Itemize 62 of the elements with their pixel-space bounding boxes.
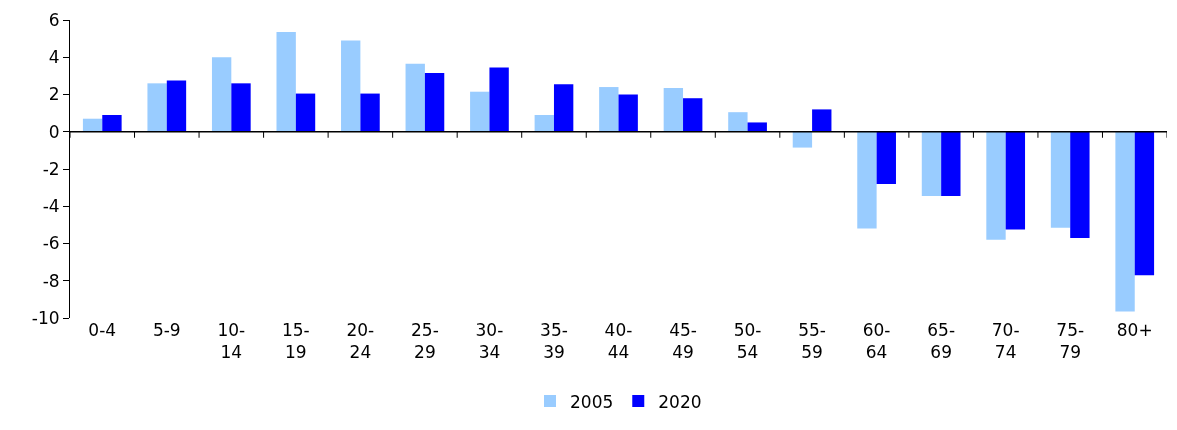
y-tick-label: 6 — [48, 9, 60, 30]
bar — [921, 131, 942, 197]
bar — [1070, 131, 1090, 238]
bar — [792, 131, 813, 148]
bar — [1134, 131, 1155, 276]
y-tick-label: 4 — [48, 47, 60, 68]
bar — [1005, 131, 1026, 230]
x-tick-label: 50-54 — [733, 320, 762, 363]
bar — [812, 109, 832, 132]
y-tick-label: -10 — [31, 307, 60, 328]
bar — [470, 91, 490, 132]
y-tick-label: -8 — [42, 270, 60, 291]
bar — [618, 94, 638, 132]
bar — [276, 32, 296, 132]
bar — [941, 131, 961, 197]
x-tick-label: 30-34 — [475, 320, 504, 363]
bar — [747, 122, 767, 132]
bar — [728, 112, 748, 132]
x-tick-label: 60-64 — [862, 320, 891, 363]
bar — [166, 80, 187, 132]
bar — [599, 87, 619, 132]
x-tick-label: 75-79 — [1056, 320, 1085, 363]
x-tick-label: 55-59 — [798, 320, 826, 363]
x-tick-label: 5-9 — [152, 320, 181, 340]
bar — [1115, 131, 1135, 312]
legend-label: 2005 — [570, 391, 614, 412]
x-tick-label: 0-4 — [88, 320, 117, 340]
bar — [341, 40, 361, 132]
y-tick-label: 0 — [48, 121, 60, 142]
bar — [360, 93, 380, 132]
x-tick-label: 10-14 — [217, 320, 246, 363]
x-tick-label: 80+ — [1116, 320, 1153, 340]
bar — [295, 93, 316, 132]
legend-label: 2020 — [658, 391, 702, 412]
x-tick-label: 15-19 — [281, 320, 310, 363]
bar — [147, 83, 167, 132]
x-tick-label: 45-49 — [669, 320, 697, 363]
x-tick-label: 35-39 — [540, 320, 568, 363]
x-tick-label: 65-69 — [927, 320, 956, 363]
bar — [211, 57, 232, 132]
bar — [986, 131, 1006, 240]
x-tick-label: 70-74 — [991, 320, 1020, 363]
bar — [534, 114, 554, 132]
y-tick-label: -2 — [42, 158, 60, 179]
bar — [876, 131, 896, 184]
bar — [405, 63, 425, 132]
bar — [553, 84, 574, 132]
x-tick-label: 20-24 — [346, 320, 375, 363]
y-tick-label: -4 — [42, 196, 60, 217]
bar — [1050, 131, 1071, 228]
bar — [663, 87, 684, 132]
x-tick-label: 40-44 — [604, 320, 633, 363]
y-tick-label: 2 — [48, 84, 60, 105]
bar — [231, 83, 251, 132]
bar — [102, 114, 122, 132]
bar — [82, 118, 103, 132]
bar — [683, 98, 703, 132]
x-tick-label: 25-29 — [411, 320, 439, 363]
bar — [489, 67, 509, 132]
bar — [857, 131, 877, 229]
y-tick-label: -6 — [42, 233, 60, 254]
bar — [424, 73, 445, 132]
